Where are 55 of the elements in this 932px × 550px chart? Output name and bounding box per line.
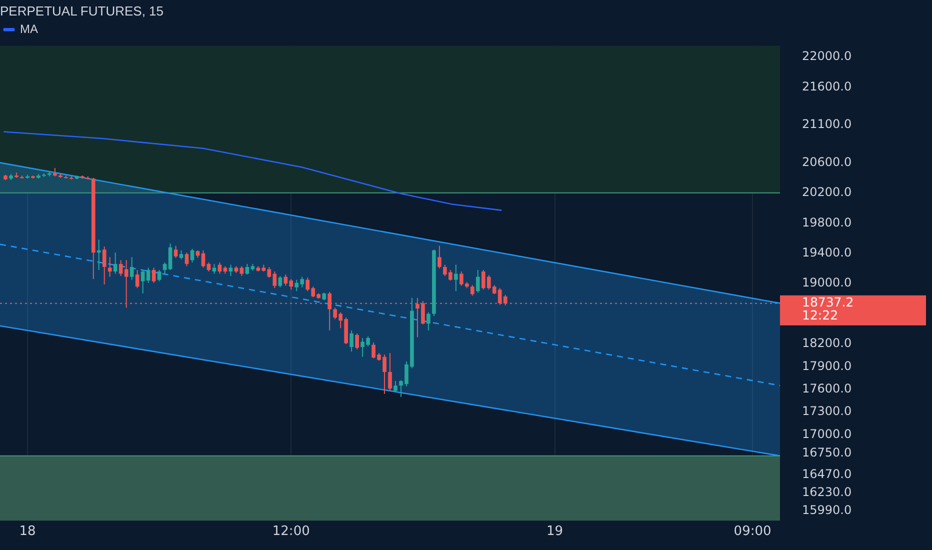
candlestick bbox=[113, 252, 118, 274]
candlestick bbox=[245, 263, 250, 276]
y-tick-label: 16230.0 bbox=[802, 484, 852, 499]
candlestick bbox=[394, 380, 398, 393]
candlestick bbox=[470, 284, 474, 296]
y-tick-label: 16750.0 bbox=[802, 446, 852, 460]
y-tick-label: 17900.0 bbox=[802, 358, 852, 373]
y-tick-label: 18200.0 bbox=[802, 336, 852, 350]
y-tick-label: 17000.0 bbox=[802, 426, 852, 441]
candlestick bbox=[355, 332, 359, 350]
candlestick bbox=[96, 239, 101, 270]
y-tick-label: 22000.0 bbox=[802, 49, 852, 64]
candlestick bbox=[228, 264, 233, 277]
y-tick-label: 17300.0 bbox=[802, 404, 852, 418]
candlestick bbox=[388, 352, 392, 392]
candlestick bbox=[108, 256, 112, 278]
candlestick bbox=[130, 256, 134, 280]
candlestick bbox=[152, 267, 156, 284]
candlestick bbox=[140, 269, 145, 294]
x-tick-label: 12:00 bbox=[272, 524, 310, 539]
x-tick-label: 19 bbox=[546, 524, 564, 539]
candlestick bbox=[179, 250, 184, 260]
candlestick bbox=[206, 262, 211, 272]
legend-label: MA bbox=[20, 22, 38, 36]
candlestick bbox=[426, 312, 430, 331]
chart-title: PERPETUAL FUTURES, 15 bbox=[0, 3, 164, 18]
y-tick-label: 16470.0 bbox=[802, 466, 852, 481]
y-tick-label: 17600.0 bbox=[802, 381, 852, 396]
candlestick bbox=[174, 245, 178, 258]
candlestick bbox=[162, 262, 167, 274]
candlestick bbox=[218, 262, 222, 274]
text: 12:22 bbox=[802, 308, 838, 323]
y-tick-label: 21600.0 bbox=[802, 79, 852, 94]
y-tick-label: 20600.0 bbox=[802, 154, 852, 169]
y-tick-label: 20200.0 bbox=[802, 185, 852, 200]
y-tick-label: 21100.0 bbox=[802, 117, 852, 132]
y-tick-label: 19400.0 bbox=[802, 245, 852, 260]
ref-line-label: 18737.2 bbox=[802, 294, 854, 310]
candlestick bbox=[102, 246, 106, 285]
candlestick bbox=[184, 252, 189, 267]
candlestick bbox=[135, 269, 140, 289]
candlestick bbox=[454, 264, 458, 292]
candlestick bbox=[157, 269, 162, 282]
candlestick bbox=[438, 245, 442, 269]
candlestick bbox=[476, 269, 480, 294]
candlestick bbox=[146, 267, 150, 284]
candlestick bbox=[240, 266, 244, 277]
y-tick-label: 19800.0 bbox=[802, 215, 852, 230]
x-tick-label: 18 bbox=[19, 524, 36, 539]
candlestick bbox=[212, 263, 216, 274]
y-tick-label: 15990.0 bbox=[802, 503, 852, 518]
candlestick bbox=[350, 330, 354, 352]
candlestick bbox=[278, 276, 282, 288]
x-tick-label: 09:00 bbox=[734, 524, 772, 539]
y-tick-label: 19000.0 bbox=[802, 276, 852, 290]
